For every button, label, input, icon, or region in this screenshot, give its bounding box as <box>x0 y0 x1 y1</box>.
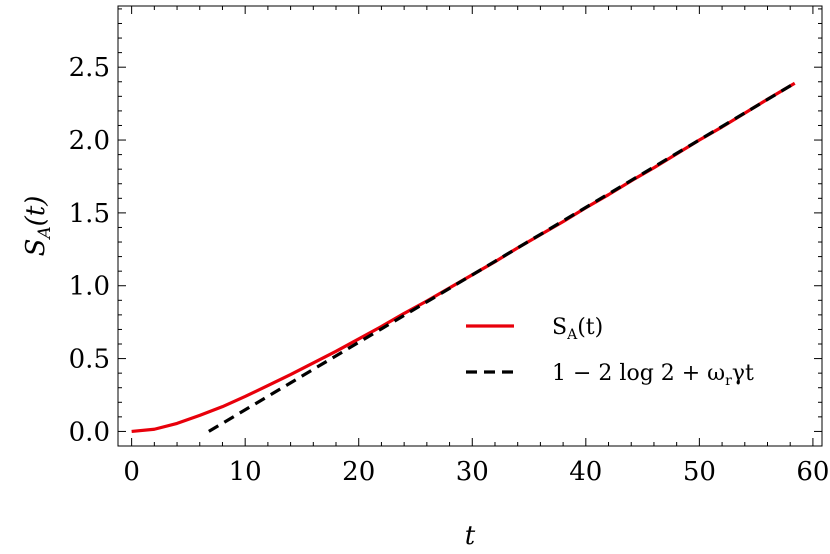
y-tick-label: 2.5 <box>69 53 110 83</box>
legend-label: SA(t) <box>552 315 603 343</box>
x-tick-label: 10 <box>229 457 262 487</box>
y-tick-label: 0.0 <box>69 417 110 447</box>
series-layer <box>131 81 796 434</box>
series-line-asymptote <box>208 81 796 433</box>
y-axis-label: SA(t) <box>21 196 55 257</box>
axes: 0 10 20 30 40 50 60 0.0 0.5 1.0 1.5 2.0 2.5 t SA(t) <box>21 5 829 551</box>
x-tick-label: 40 <box>569 457 602 487</box>
x-tick-label: 20 <box>342 457 375 487</box>
legend-label: 1 − 2 log 2 + ωrγt <box>552 361 754 389</box>
x-tick-label: 50 <box>683 457 716 487</box>
plot-frame <box>117 5 823 447</box>
y-tick-label: 0.5 <box>69 345 110 375</box>
y-tick-label: 2.0 <box>69 126 110 156</box>
x-tick-label: 0 <box>123 457 140 487</box>
y-tick-label: 1.0 <box>69 272 110 302</box>
x-axis-label: t <box>465 521 476 551</box>
y-tick-label: 1.5 <box>69 199 110 229</box>
legend: SA(t) 1 − 2 log 2 + ωrγt <box>466 315 754 389</box>
x-tick-label: 30 <box>456 457 489 487</box>
x-tick-label: 60 <box>796 457 829 487</box>
